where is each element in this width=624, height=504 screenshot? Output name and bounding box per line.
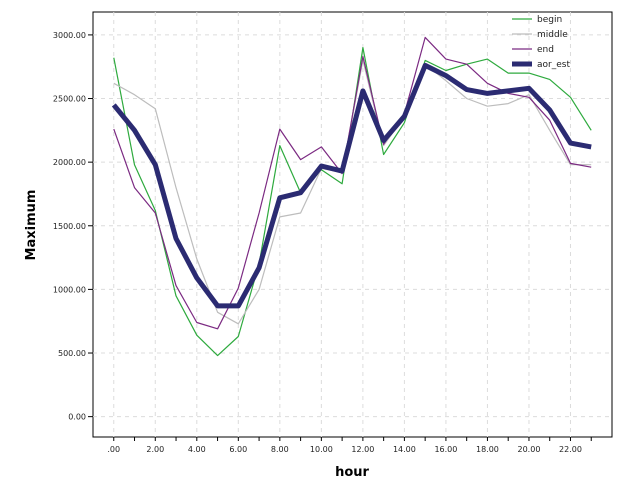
x-tick-label: 10.00 xyxy=(310,445,333,454)
x-axis-title: hour xyxy=(335,465,369,480)
legend-label-middle: middle xyxy=(537,30,568,40)
plot-frame xyxy=(92,11,613,438)
series-lines xyxy=(111,36,592,357)
x-tick-label: .00 xyxy=(107,445,120,454)
legend-label-aor_est: aor_est xyxy=(537,60,570,70)
x-tick-label: 16.00 xyxy=(434,445,457,454)
y-tick-label: 1500.00 xyxy=(53,222,86,231)
legend-label-begin: begin xyxy=(537,15,562,25)
legend-label-end: end xyxy=(537,45,554,55)
y-tick-label: 2500.00 xyxy=(53,95,86,104)
y-tick-label: 2000.00 xyxy=(53,158,86,167)
legend: begin middle end aor_est xyxy=(512,15,570,70)
x-tick-label: 8.00 xyxy=(271,445,289,454)
x-tick-label: 6.00 xyxy=(229,445,247,454)
x-tick-label: 2.00 xyxy=(146,445,164,454)
x-tick-label: 22.00 xyxy=(559,445,582,454)
y-tick-label: 500.00 xyxy=(58,349,86,358)
x-tick-label: 18.00 xyxy=(476,445,499,454)
x-tick-label: 12.00 xyxy=(351,445,374,454)
y-axis-title: Maximum xyxy=(24,190,39,261)
series-line-aor_est xyxy=(111,62,592,309)
x-tick-label: 20.00 xyxy=(518,445,541,454)
axes: 0.00 500.00 1000.00 1500.00 2000.00 2500.00 30… xyxy=(53,31,592,454)
y-tick-label: 3000.00 xyxy=(53,31,86,40)
gridlines xyxy=(93,12,612,437)
y-tick-label: 1000.00 xyxy=(53,285,86,294)
series-line-end xyxy=(113,36,592,330)
x-tick-label: 14.00 xyxy=(393,445,416,454)
y-tick-label: 0.00 xyxy=(68,413,86,422)
x-tick-label: 4.00 xyxy=(188,445,206,454)
